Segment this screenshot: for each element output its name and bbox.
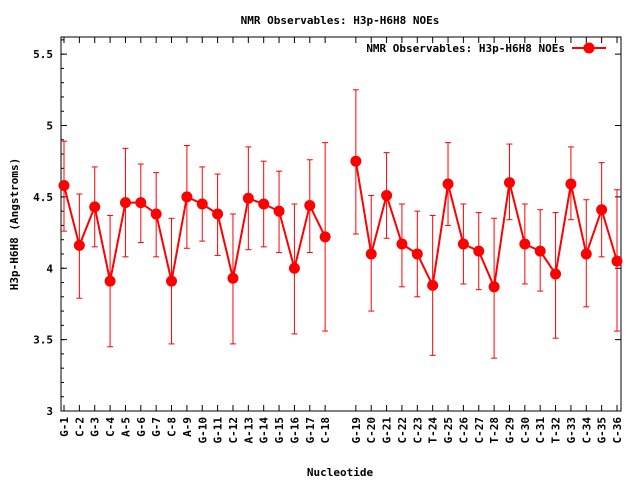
data-point xyxy=(427,279,439,291)
data-point xyxy=(473,245,485,257)
x-tick-label: A-9 xyxy=(181,417,194,437)
x-tick-label: C-4 xyxy=(104,417,117,437)
x-tick-label: T-28 xyxy=(488,417,501,444)
data-point xyxy=(58,179,70,191)
data-point xyxy=(73,239,85,251)
x-tick-label: G-6 xyxy=(135,417,148,437)
x-tick-label: G-29 xyxy=(503,417,516,444)
legend-marker-swatch xyxy=(583,42,595,54)
x-tick-label: C-36 xyxy=(611,417,624,444)
data-point xyxy=(319,231,331,243)
y-tick-label: 4.5 xyxy=(33,191,53,204)
x-tick-label: A-5 xyxy=(119,417,132,437)
x-tick-label: C-26 xyxy=(457,417,470,444)
data-point xyxy=(350,155,362,167)
data-point xyxy=(227,272,239,284)
data-point xyxy=(304,199,316,211)
data-point xyxy=(457,238,469,250)
x-tick-label: G-19 xyxy=(350,417,363,444)
data-point xyxy=(596,204,608,216)
data-point xyxy=(196,198,208,210)
x-axis-label: Nucleotide xyxy=(307,466,374,479)
x-tick-label: C-23 xyxy=(411,417,424,444)
x-tick-label: G-33 xyxy=(565,417,578,444)
data-point xyxy=(288,262,300,274)
x-tick-label: C-34 xyxy=(580,417,593,444)
x-tick-label: C-22 xyxy=(396,417,409,444)
x-tick-label: G-1 xyxy=(58,417,71,437)
x-tick-label: G-10 xyxy=(196,417,209,444)
series-layer xyxy=(58,89,623,359)
data-point xyxy=(135,197,147,209)
x-tick-label: A-13 xyxy=(242,417,255,444)
series-line xyxy=(63,185,327,282)
data-point xyxy=(104,275,116,287)
x-tick-label: T-32 xyxy=(550,417,563,444)
x-tick-label: G-17 xyxy=(304,417,317,444)
x-tick-label: C-31 xyxy=(534,417,547,444)
data-point xyxy=(365,248,377,260)
y-tick-label: 4 xyxy=(46,262,53,275)
y-axis: 3 3.5 4 4.5 5 5.5 xyxy=(33,39,621,418)
data-point xyxy=(181,191,193,203)
data-point xyxy=(89,201,101,213)
data-point xyxy=(611,255,623,267)
chart-title: NMR Observables: H3p-H6H8 NOEs xyxy=(241,14,440,27)
x-tick-label: G-25 xyxy=(442,417,455,444)
x-tick-label: G-7 xyxy=(150,417,163,437)
data-point xyxy=(258,198,270,210)
data-point xyxy=(519,238,531,250)
x-tick-label: G-35 xyxy=(596,417,609,444)
data-point xyxy=(550,268,562,280)
plot-frame xyxy=(60,36,622,412)
x-tick-label: C-2 xyxy=(73,417,86,437)
data-point xyxy=(242,192,254,204)
x-axis: G-1 C-2 G-3 C-4 A-5 G-6 G-7 C-8 A-9 G-10 G-11 C-12 A… xyxy=(58,37,624,444)
y-tick-label: 3.5 xyxy=(33,334,53,347)
data-point xyxy=(503,177,515,189)
x-tick-label: C-20 xyxy=(365,417,378,444)
x-tick-label: G-16 xyxy=(288,417,301,444)
y-axis-label: H3p-H6H8 (Angstroms) xyxy=(8,158,21,290)
x-tick-label: T-24 xyxy=(427,417,440,444)
x-tick-label: G-14 xyxy=(258,417,271,444)
x-tick-label: C-18 xyxy=(319,417,332,444)
x-tick-label: C-8 xyxy=(166,417,179,437)
data-point xyxy=(212,208,224,220)
x-tick-label: C-12 xyxy=(227,417,240,444)
data-point xyxy=(411,248,423,260)
legend-label: NMR Observables: H3p-H6H8 NOEs xyxy=(366,42,565,55)
series-line xyxy=(354,161,618,291)
data-point xyxy=(565,178,577,190)
data-point xyxy=(488,281,500,293)
x-tick-label: G-3 xyxy=(89,417,102,437)
y-tick-label: 3 xyxy=(46,405,53,418)
x-tick-label: C-27 xyxy=(473,417,486,444)
y-tick-label: 5 xyxy=(46,120,53,133)
x-tick-label: G-15 xyxy=(273,417,286,444)
data-point xyxy=(442,178,454,190)
data-point xyxy=(534,245,546,257)
legend: NMR Observables: H3p-H6H8 NOEs xyxy=(366,42,606,55)
x-tick-label: C-30 xyxy=(519,417,532,444)
data-point xyxy=(580,248,592,260)
data-point xyxy=(396,238,408,250)
data-point xyxy=(119,197,131,209)
y-tick-label: 5.5 xyxy=(33,48,53,61)
data-point xyxy=(381,189,393,201)
data-point xyxy=(273,205,285,217)
data-point xyxy=(166,275,178,287)
x-tick-label: G-21 xyxy=(381,417,394,444)
x-tick-label: G-11 xyxy=(212,417,225,444)
data-point xyxy=(150,208,162,220)
